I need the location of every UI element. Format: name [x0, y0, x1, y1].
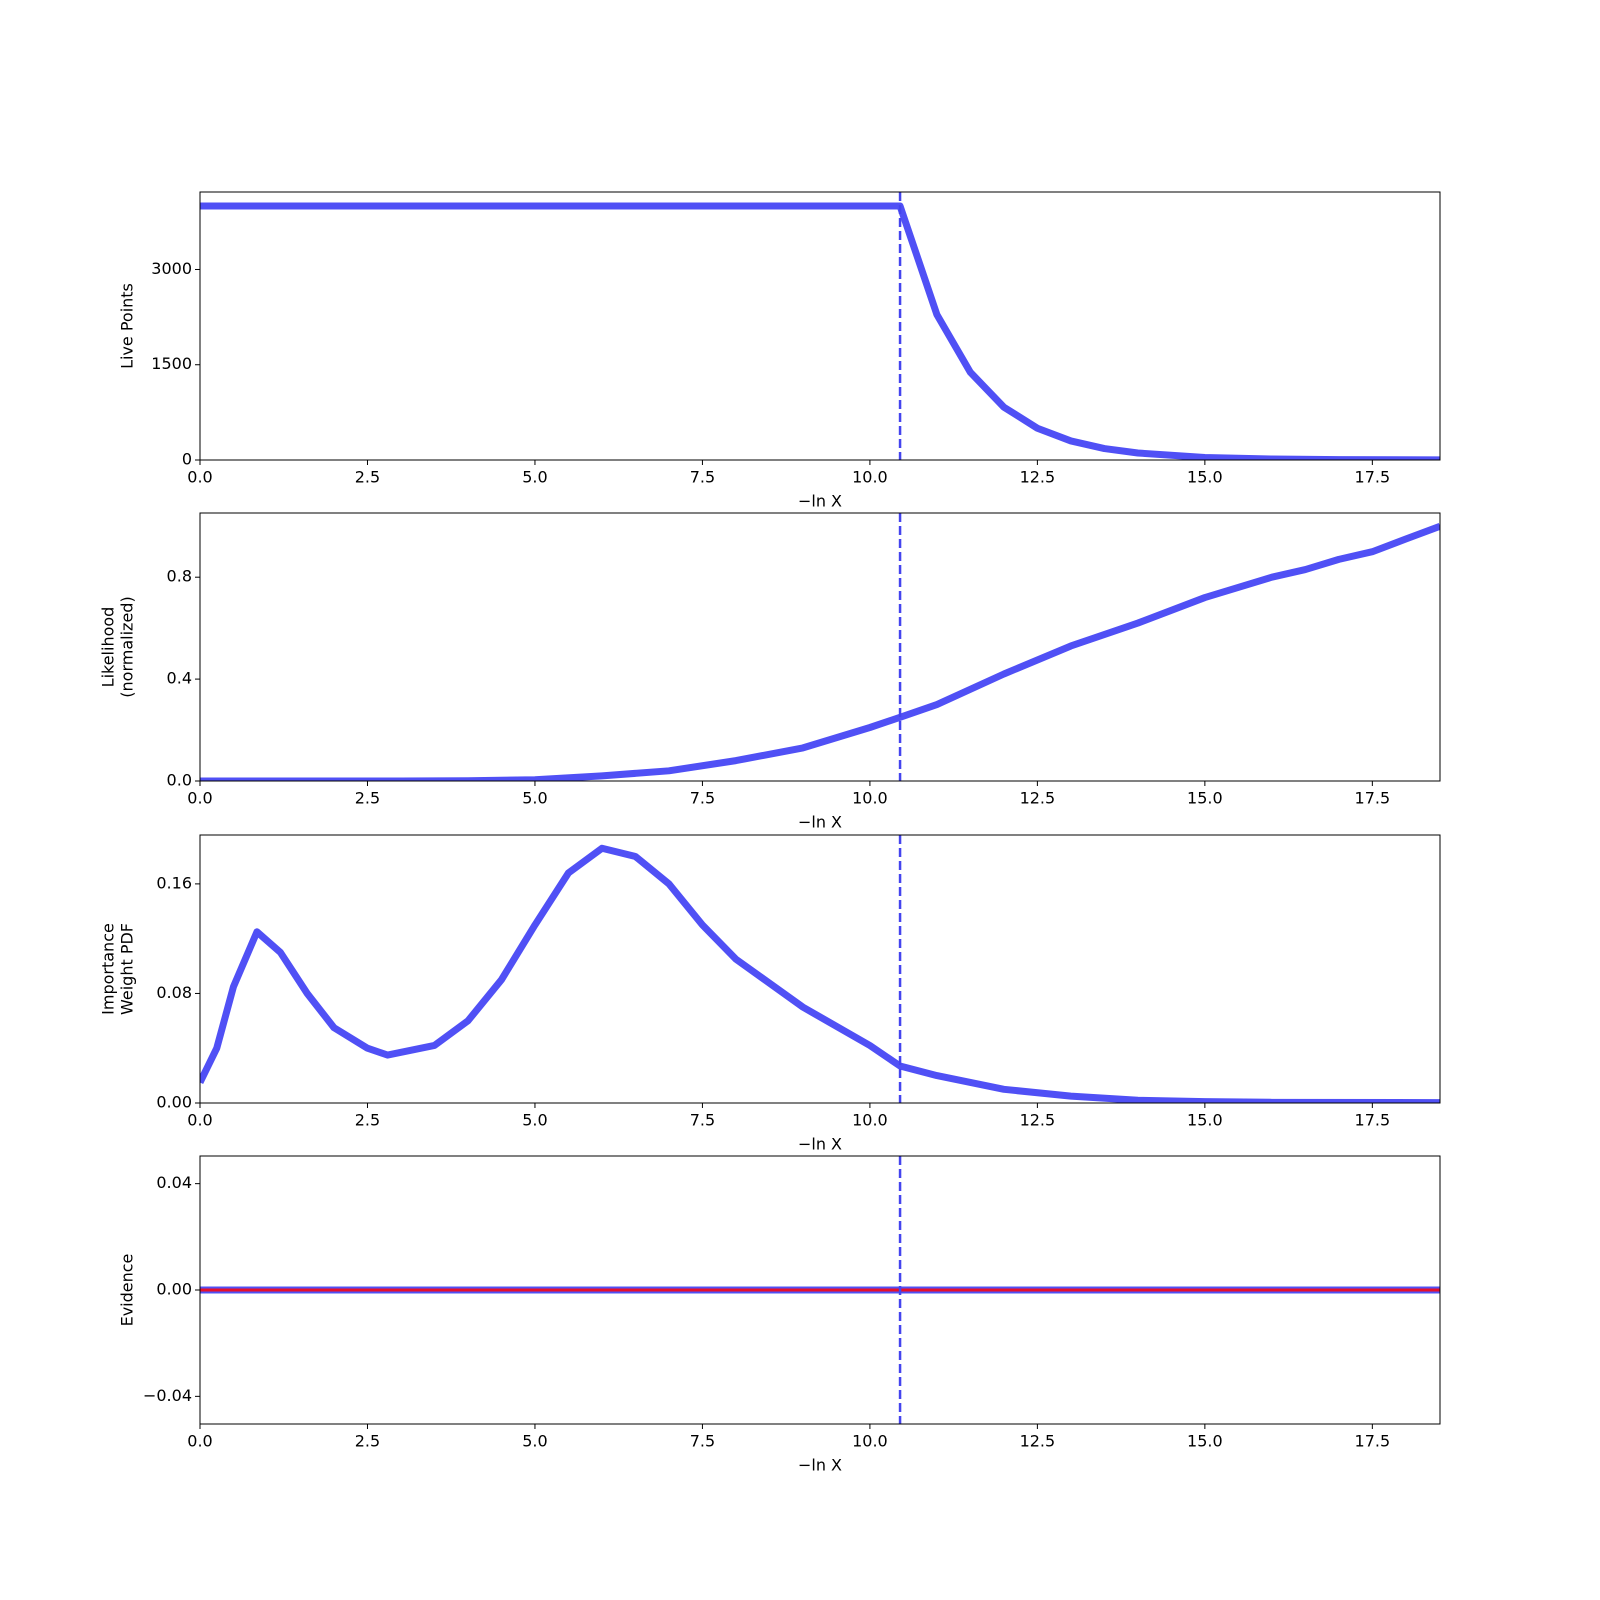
x-tick-label: 15.0 [1187, 789, 1223, 808]
x-axis-label: −ln X [798, 492, 842, 511]
y-tick-label: 0.00 [156, 1280, 192, 1299]
x-tick-label: 5.0 [522, 468, 547, 487]
y-axis-label: (normalized) [118, 596, 137, 697]
x-tick-label: 10.0 [852, 789, 888, 808]
axes-frame [199, 834, 1441, 1104]
axes-frame [199, 512, 1441, 782]
y-tick-label: 3000 [151, 259, 192, 278]
x-tick-label: 2.5 [355, 789, 380, 808]
y-axis-label: Live Points [118, 283, 137, 369]
x-axis-label: −ln X [798, 1456, 842, 1475]
y-axis-label: Likelihood [99, 607, 118, 688]
x-tick-label: 10.0 [852, 1111, 888, 1130]
y-axis-label: Evidence [118, 1254, 137, 1327]
x-tick-label: 0.0 [187, 1111, 212, 1130]
x-tick-label: 12.5 [1020, 789, 1056, 808]
x-tick-label: 12.5 [1020, 468, 1056, 487]
x-tick-label: 15.0 [1187, 468, 1223, 487]
x-tick-label: 12.5 [1020, 1111, 1056, 1130]
data-line [200, 522, 1440, 781]
y-tick-label: 0.4 [167, 669, 192, 688]
y-tick-label: 0.8 [167, 567, 192, 586]
y-tick-label: 0.08 [156, 983, 192, 1002]
x-tick-label: 5.0 [522, 1432, 547, 1451]
x-tick-label: 17.5 [1355, 1111, 1391, 1130]
y-tick-label: 0.16 [156, 873, 192, 892]
x-tick-label: 17.5 [1355, 789, 1391, 808]
y-tick-label: −0.04 [143, 1386, 192, 1405]
y-axis-label: Weight PDF [118, 923, 137, 1015]
x-tick-label: 7.5 [690, 468, 715, 487]
x-tick-label: 0.0 [187, 468, 212, 487]
x-tick-label: 5.0 [522, 1111, 547, 1130]
x-tick-label: 15.0 [1187, 1432, 1223, 1451]
x-tick-label: 15.0 [1187, 1111, 1223, 1130]
data-line [200, 844, 1440, 1103]
y-axis-label: Importance [99, 923, 118, 1015]
x-tick-label: 17.5 [1355, 468, 1391, 487]
x-tick-label: 7.5 [690, 789, 715, 808]
x-tick-label: 10.0 [852, 1432, 888, 1451]
axes-frame [199, 191, 1441, 461]
x-tick-label: 7.5 [690, 1111, 715, 1130]
x-tick-label: 10.0 [852, 468, 888, 487]
x-tick-label: 0.0 [187, 789, 212, 808]
axes-frame [199, 1155, 1441, 1425]
y-tick-label: 0.00 [156, 1093, 192, 1112]
x-tick-label: 12.5 [1020, 1432, 1056, 1451]
y-tick-label: 1500 [151, 354, 192, 373]
plot-area [200, 522, 1440, 781]
x-tick-label: 17.5 [1355, 1432, 1391, 1451]
plot-area [200, 202, 1440, 460]
y-tick-label: 0.0 [167, 771, 192, 790]
x-axis-label: −ln X [798, 813, 842, 832]
x-tick-label: 0.0 [187, 1432, 212, 1451]
x-tick-label: 7.5 [690, 1432, 715, 1451]
plot-area [200, 844, 1440, 1103]
x-tick-label: 2.5 [355, 1111, 380, 1130]
y-tick-label: 0.04 [156, 1173, 192, 1192]
x-tick-label: 5.0 [522, 789, 547, 808]
data-line [200, 202, 1440, 460]
x-tick-label: 2.5 [355, 1432, 380, 1451]
x-tick-label: 2.5 [355, 468, 380, 487]
y-tick-label: 0 [182, 450, 192, 469]
x-axis-label: −ln X [798, 1135, 842, 1154]
